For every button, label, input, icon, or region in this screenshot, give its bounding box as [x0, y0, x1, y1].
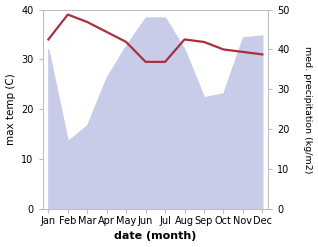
Y-axis label: max temp (C): max temp (C)	[5, 73, 16, 145]
X-axis label: date (month): date (month)	[114, 231, 197, 242]
Y-axis label: med. precipitation (kg/m2): med. precipitation (kg/m2)	[303, 45, 313, 173]
